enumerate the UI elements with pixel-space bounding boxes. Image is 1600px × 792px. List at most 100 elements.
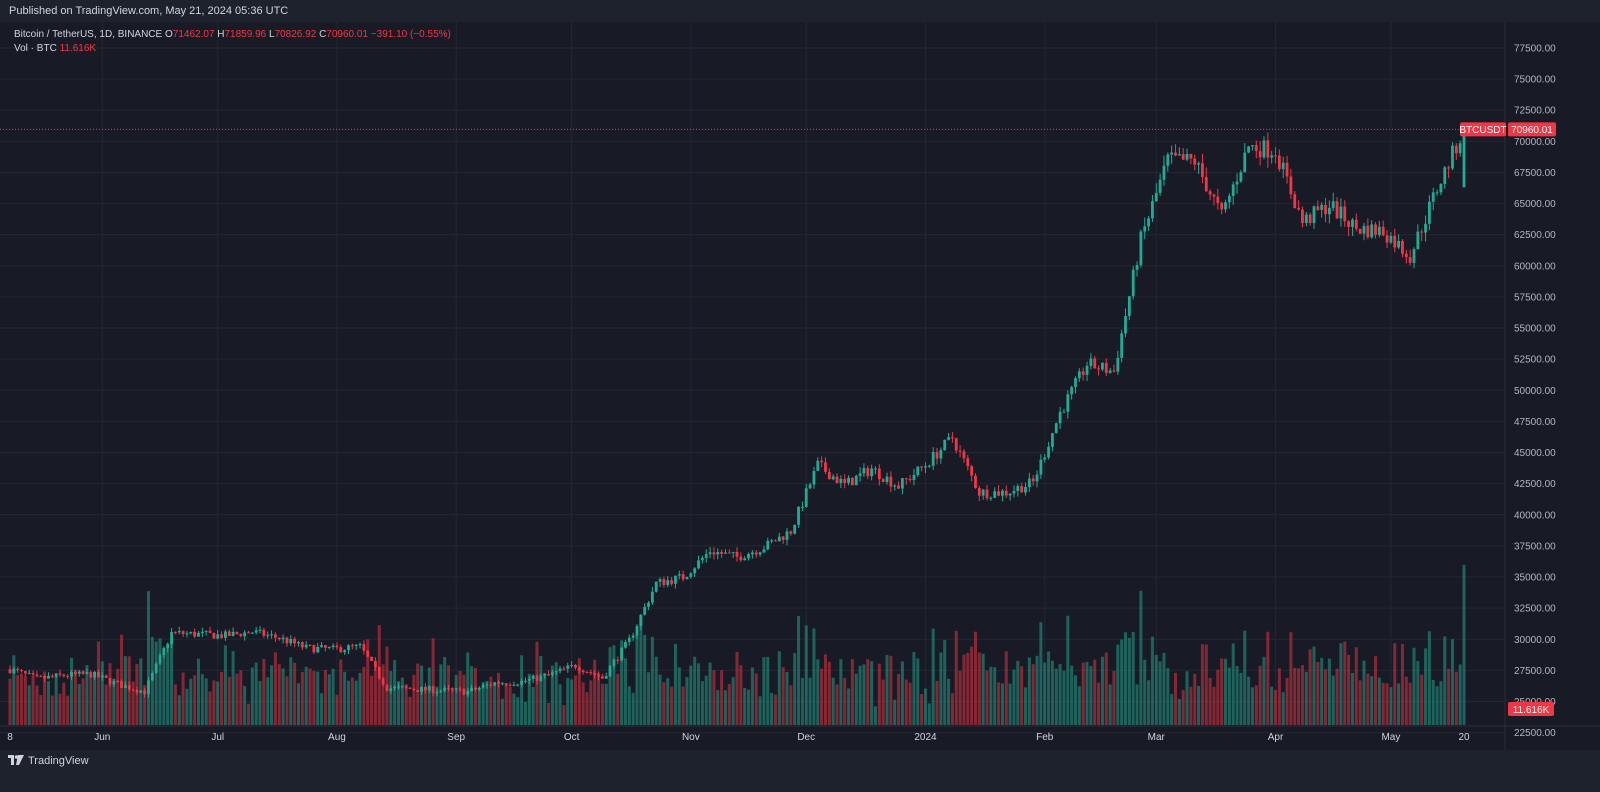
candle-body	[66, 676, 70, 678]
legend-volume-label: Vol · BTC	[14, 43, 57, 54]
volume-bar	[885, 654, 889, 725]
volume-bar	[647, 672, 651, 725]
volume-bar	[1285, 677, 1289, 725]
volume-bar	[1073, 675, 1077, 725]
volume-bar	[627, 686, 631, 725]
volume-bar	[1239, 672, 1243, 725]
volume-bar	[1450, 639, 1454, 725]
volume-bar	[958, 670, 962, 725]
volume-bar	[339, 659, 343, 725]
candle-body	[404, 686, 408, 688]
volume-bar	[1339, 643, 1343, 725]
volume-bar	[427, 667, 431, 725]
candle-body	[327, 647, 331, 649]
tradingview-logo[interactable]: TradingView	[8, 755, 89, 767]
candle-body	[277, 637, 281, 640]
volume-bar	[985, 670, 989, 725]
candle-body	[1020, 486, 1024, 493]
volume-bar	[858, 665, 862, 725]
candle-body	[97, 671, 100, 678]
volume-bar	[1397, 683, 1401, 725]
candle-body	[16, 668, 20, 671]
volume-bar	[1016, 660, 1020, 725]
volume-bar	[273, 652, 277, 725]
volume-bar	[27, 685, 31, 725]
candle-body	[1016, 486, 1020, 492]
candle-body	[1262, 140, 1266, 158]
volume-bar	[554, 662, 558, 725]
volume-bar	[873, 706, 877, 725]
volume-bar	[258, 681, 262, 725]
volume-bar	[870, 661, 874, 725]
candle-body	[985, 489, 989, 499]
publish-header: Published on TradingView.com, May 21, 20…	[0, 0, 1600, 22]
candle-body	[974, 475, 977, 488]
candle-body	[1412, 249, 1416, 263]
candle-body	[1081, 371, 1085, 375]
candle-body	[1089, 358, 1093, 366]
volume-bar	[1027, 657, 1031, 725]
volume-bar	[73, 669, 77, 725]
volume-bar	[881, 679, 885, 725]
candle-body	[270, 634, 273, 636]
volume-bar	[58, 693, 62, 725]
volume-bar	[312, 670, 316, 725]
volume-bar	[458, 670, 462, 725]
volume-bar	[689, 665, 693, 725]
candle-body	[1366, 225, 1370, 238]
candle-body	[654, 581, 658, 592]
volume-bar	[1400, 644, 1404, 725]
candle-body	[197, 632, 200, 637]
volume-bar	[562, 705, 566, 725]
candle-body	[724, 552, 727, 554]
volume-bar	[1174, 672, 1178, 725]
volume-bar	[462, 674, 466, 725]
candle-body	[839, 478, 843, 483]
volume-bar	[943, 640, 947, 725]
candle-body	[1166, 154, 1170, 166]
volume-bar	[1374, 656, 1378, 725]
volume-bar	[1197, 686, 1201, 725]
volume-bar	[850, 659, 854, 725]
volume-bar	[1023, 687, 1027, 725]
candle-body	[643, 606, 647, 615]
candle-body	[516, 684, 520, 686]
y-tick-label: 72500.00	[1514, 106, 1556, 117]
volume-bar	[504, 683, 508, 725]
candle-body	[443, 687, 447, 691]
volume-bar	[808, 677, 812, 725]
chart-area[interactable]: 77500.00 75000.00 72500.00 70000.00 67500.00…	[0, 22, 1600, 750]
volume-bar	[973, 631, 977, 725]
volume-bar	[673, 643, 677, 725]
volume-bar	[1320, 657, 1324, 725]
volume-bar	[754, 673, 758, 725]
volume-bar	[1424, 648, 1428, 725]
y-tick-label: 35000.00	[1514, 573, 1556, 584]
volume-bar	[31, 676, 35, 725]
candle-body	[304, 644, 308, 648]
candle-body	[627, 637, 631, 642]
volume-bar	[1177, 698, 1181, 725]
candle-body	[504, 683, 508, 685]
volume-bar	[989, 666, 993, 725]
volume-bar	[758, 696, 762, 725]
volume-bar	[173, 684, 177, 725]
volume-bar	[1247, 676, 1251, 725]
y-tick-label: 50000.00	[1514, 386, 1556, 397]
volume-bar	[200, 674, 204, 725]
candle-body	[258, 629, 262, 631]
volume-bar	[893, 699, 897, 725]
candle-body	[12, 668, 16, 673]
legend-volume-row: Vol · BTC 11.616K	[14, 42, 451, 56]
price-chart[interactable]: 77500.00 75000.00 72500.00 70000.00 67500.00…	[0, 22, 1600, 750]
volume-bar	[1443, 636, 1447, 725]
volume-bar	[366, 639, 370, 725]
volume-bar	[793, 653, 797, 725]
volume-bar	[331, 668, 335, 725]
candle-body	[1062, 411, 1066, 413]
candle-body	[612, 659, 616, 666]
candle-body	[1370, 224, 1374, 238]
candle-body	[470, 687, 473, 692]
candle-body	[931, 452, 935, 466]
candle-body	[1162, 165, 1166, 180]
